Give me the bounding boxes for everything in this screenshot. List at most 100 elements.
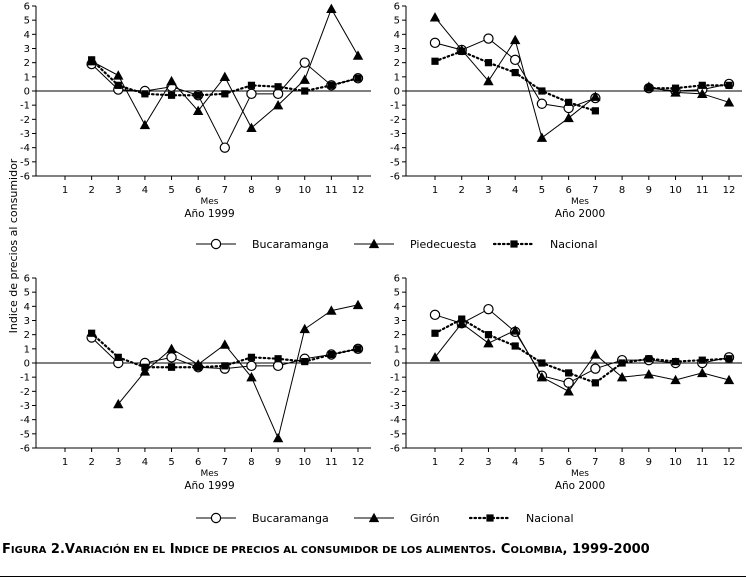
x-tick-label: 2 <box>88 185 94 196</box>
legend-2: Bucaramanga Girón Nacional <box>196 512 574 525</box>
x-tick-label: 1 <box>62 185 68 196</box>
chart-title: Año 1999 <box>184 480 234 492</box>
series-line-giron <box>434 322 730 392</box>
x-axis-label: Mes <box>201 469 219 479</box>
point-triangle-7 <box>219 71 231 81</box>
y-tick-label: 1 <box>24 344 30 355</box>
point-triangle-5 <box>536 371 548 382</box>
y-tick-label: -6 <box>20 444 30 455</box>
y-tick-label: -5 <box>390 157 400 168</box>
series-nacional <box>431 47 733 115</box>
x-tick-label: 10 <box>298 185 311 196</box>
x-tick-label: 3 <box>485 185 491 196</box>
x-tick-label: 7 <box>592 457 598 468</box>
legend-label: Nacional <box>550 238 598 251</box>
legend-entry-nacional: Nacional <box>492 238 598 251</box>
x-tick-label: 11 <box>696 457 709 468</box>
point-square-3 <box>484 331 493 339</box>
point-triangle-10 <box>670 87 681 97</box>
point-triangle-5 <box>166 343 177 353</box>
point-triangle-0 <box>368 512 380 523</box>
y-tick-label: -1 <box>390 101 400 112</box>
point-circle-9 <box>272 360 284 372</box>
y-tick-label: 6 <box>394 274 400 285</box>
caption-part-2: IGURA <box>11 545 47 556</box>
y-tick-label: 0 <box>24 87 30 98</box>
point-square-7 <box>591 379 599 387</box>
x-tick-label: 7 <box>222 457 228 468</box>
x-tick-label: 4 <box>512 457 518 468</box>
point-circle-1 <box>429 37 441 49</box>
point-square-2 <box>88 329 96 337</box>
y-tick-label: -5 <box>20 429 30 440</box>
y-tick-label: -3 <box>20 129 30 140</box>
point-circle-9 <box>272 88 284 100</box>
legend-entry-piedecuesta: Piedecuesta <box>354 238 477 251</box>
point-square-4 <box>511 342 519 350</box>
point-square-8 <box>618 359 626 367</box>
x-axis-label: Mes <box>571 469 589 479</box>
y-tick-label: 1 <box>24 72 30 83</box>
point-triangle-3 <box>483 337 494 348</box>
chart-title: Año 2000 <box>555 208 605 220</box>
y-tick-label: 5 <box>24 16 30 27</box>
caption-part-1: F <box>2 542 11 557</box>
point-square-8 <box>247 81 256 89</box>
point-square-4 <box>141 363 149 371</box>
point-triangle-4 <box>509 34 521 45</box>
series-giron <box>113 299 364 443</box>
point-square-2 <box>88 56 96 64</box>
point-triangle-2 <box>456 318 467 328</box>
x-tick-label: 10 <box>669 185 682 196</box>
point-circle-8 <box>246 88 257 100</box>
point-triangle-3 <box>483 75 494 86</box>
point-triangle-11 <box>326 3 337 13</box>
point-square-0 <box>510 240 518 248</box>
y-tick-label: 1 <box>394 72 400 83</box>
point-square-10 <box>671 84 680 92</box>
y-tick-label: 4 <box>394 30 400 41</box>
point-circle-1 <box>429 309 441 321</box>
point-square-1 <box>431 329 439 337</box>
point-square-7 <box>221 90 229 98</box>
point-square-9 <box>645 84 653 92</box>
x-tick-label: 7 <box>592 185 598 196</box>
point-triangle-4 <box>509 325 521 335</box>
series-bucaramanga <box>429 303 735 389</box>
x-tick-label: 2 <box>88 457 94 468</box>
legend-entry-giron: Girón <box>354 512 440 525</box>
x-tick-label: 5 <box>168 457 174 468</box>
point-square-12 <box>354 345 362 353</box>
point-square-6 <box>565 369 573 377</box>
y-tick-label: -4 <box>390 415 400 426</box>
x-tick-label: 11 <box>325 185 338 196</box>
x-tick-label: 2 <box>459 457 465 468</box>
x-tick-label: 4 <box>142 185 148 196</box>
y-tick-label: 5 <box>394 288 400 299</box>
x-tick-label: 9 <box>646 185 652 196</box>
series-giron <box>429 318 735 396</box>
x-tick-label: 8 <box>248 185 254 196</box>
point-square-11 <box>698 356 706 364</box>
chart-title: Año 1999 <box>184 208 234 220</box>
point-square-9 <box>274 355 282 363</box>
series-nacional <box>88 329 362 371</box>
point-square-3 <box>114 81 122 89</box>
point-square-6 <box>194 91 202 99</box>
y-tick-label: -4 <box>20 143 30 154</box>
point-triangle-10 <box>299 74 310 84</box>
x-tick-label: 11 <box>696 185 709 196</box>
x-tick-label: 12 <box>352 185 365 196</box>
y-tick-label: 6 <box>24 2 30 13</box>
x-tick-label: 1 <box>62 457 68 468</box>
point-square-10 <box>301 357 309 366</box>
legend-label: Bucaramanga <box>252 238 329 251</box>
x-tick-label: 10 <box>298 457 311 468</box>
point-circle-0 <box>210 512 222 524</box>
point-triangle-11 <box>326 305 337 315</box>
y-tick-label: 2 <box>24 330 30 341</box>
series-nacional <box>431 315 733 387</box>
point-square-5 <box>538 87 546 95</box>
point-triangle-1 <box>429 352 441 362</box>
